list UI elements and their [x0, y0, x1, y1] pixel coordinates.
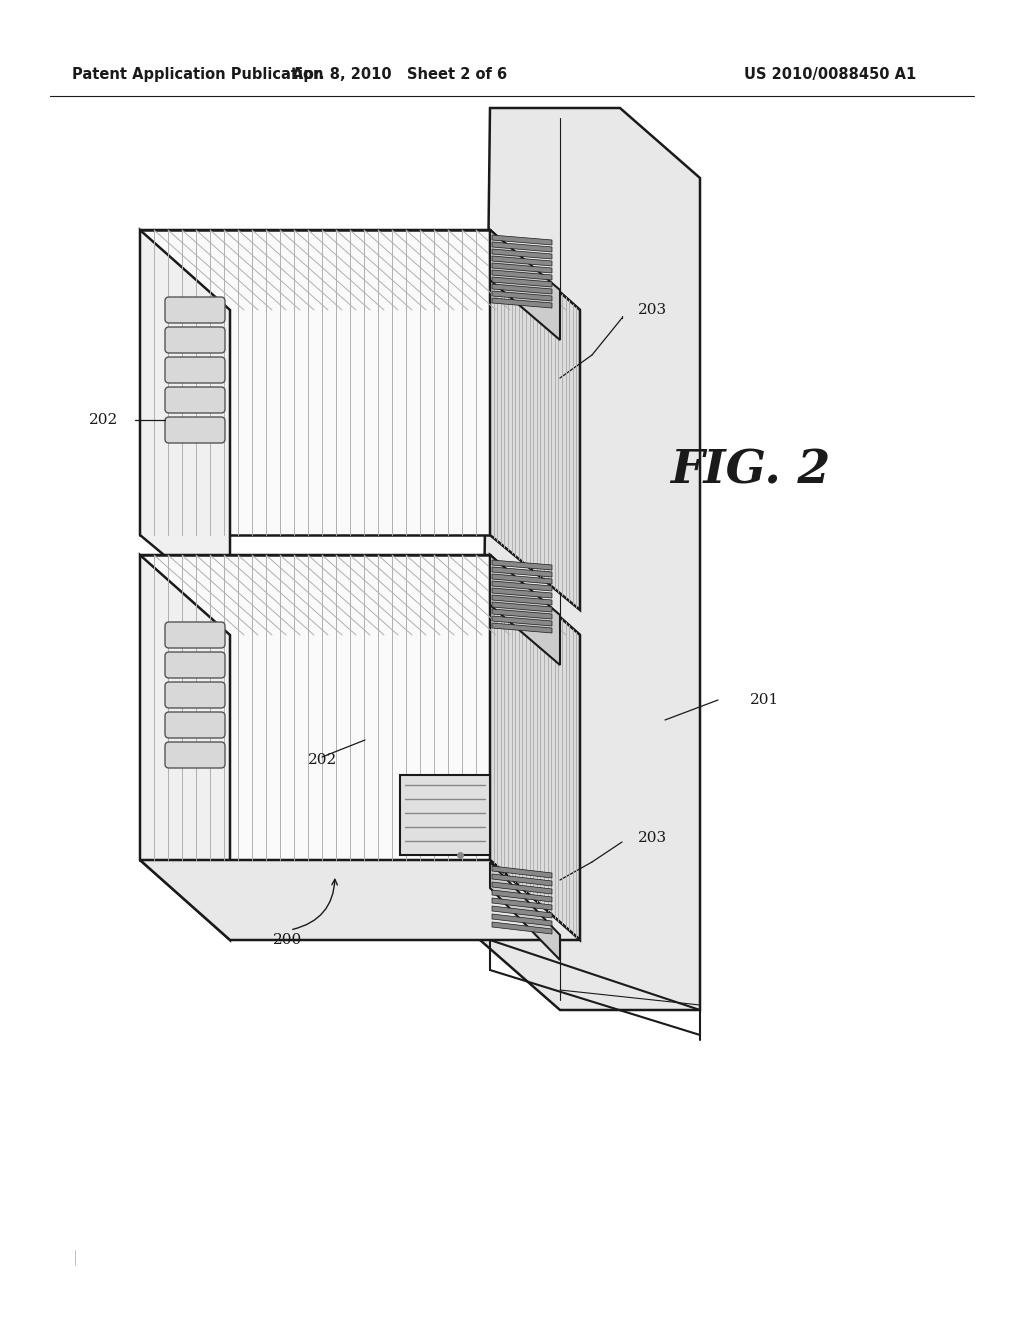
FancyArrowPatch shape — [293, 879, 337, 929]
Polygon shape — [490, 554, 580, 940]
Polygon shape — [492, 284, 552, 294]
Polygon shape — [492, 882, 552, 894]
Polygon shape — [492, 609, 552, 619]
Text: FIG. 2: FIG. 2 — [670, 447, 830, 492]
Text: 203: 203 — [638, 832, 667, 845]
Polygon shape — [492, 898, 552, 909]
FancyBboxPatch shape — [165, 711, 225, 738]
Polygon shape — [492, 256, 552, 267]
Polygon shape — [490, 554, 560, 665]
Text: 200: 200 — [273, 933, 303, 946]
Polygon shape — [492, 263, 552, 273]
Polygon shape — [492, 874, 552, 886]
Polygon shape — [492, 271, 552, 280]
FancyBboxPatch shape — [165, 327, 225, 352]
Polygon shape — [490, 862, 560, 960]
Polygon shape — [480, 108, 700, 1010]
Polygon shape — [492, 574, 552, 583]
FancyBboxPatch shape — [165, 387, 225, 413]
Polygon shape — [492, 921, 552, 935]
Polygon shape — [492, 560, 552, 570]
Polygon shape — [492, 616, 552, 626]
Polygon shape — [492, 290, 552, 301]
Polygon shape — [492, 595, 552, 605]
FancyBboxPatch shape — [165, 297, 225, 323]
Text: Apr. 8, 2010   Sheet 2 of 6: Apr. 8, 2010 Sheet 2 of 6 — [293, 67, 508, 82]
FancyBboxPatch shape — [165, 622, 225, 648]
Text: 203: 203 — [638, 304, 667, 317]
FancyBboxPatch shape — [165, 652, 225, 678]
Polygon shape — [492, 235, 552, 246]
Polygon shape — [492, 866, 552, 878]
Polygon shape — [400, 775, 490, 855]
Polygon shape — [492, 249, 552, 259]
Polygon shape — [492, 906, 552, 917]
Polygon shape — [492, 623, 552, 634]
Polygon shape — [492, 298, 552, 308]
Polygon shape — [140, 554, 230, 940]
Polygon shape — [140, 554, 580, 635]
Polygon shape — [140, 554, 490, 861]
Polygon shape — [140, 861, 580, 940]
Text: 202: 202 — [308, 752, 337, 767]
Polygon shape — [492, 242, 552, 252]
FancyBboxPatch shape — [165, 417, 225, 444]
Polygon shape — [492, 913, 552, 927]
Polygon shape — [490, 230, 580, 610]
FancyBboxPatch shape — [165, 682, 225, 708]
Polygon shape — [140, 230, 230, 610]
Polygon shape — [492, 890, 552, 902]
Text: 201: 201 — [750, 693, 779, 708]
Text: 202: 202 — [89, 413, 118, 426]
Polygon shape — [140, 230, 580, 310]
Polygon shape — [490, 230, 560, 341]
FancyBboxPatch shape — [165, 742, 225, 768]
Polygon shape — [492, 587, 552, 598]
Polygon shape — [492, 568, 552, 577]
Polygon shape — [492, 602, 552, 612]
Polygon shape — [140, 230, 490, 535]
Polygon shape — [492, 581, 552, 591]
Text: US 2010/0088450 A1: US 2010/0088450 A1 — [743, 67, 916, 82]
Text: Patent Application Publication: Patent Application Publication — [72, 67, 324, 82]
Polygon shape — [492, 277, 552, 286]
FancyBboxPatch shape — [165, 356, 225, 383]
